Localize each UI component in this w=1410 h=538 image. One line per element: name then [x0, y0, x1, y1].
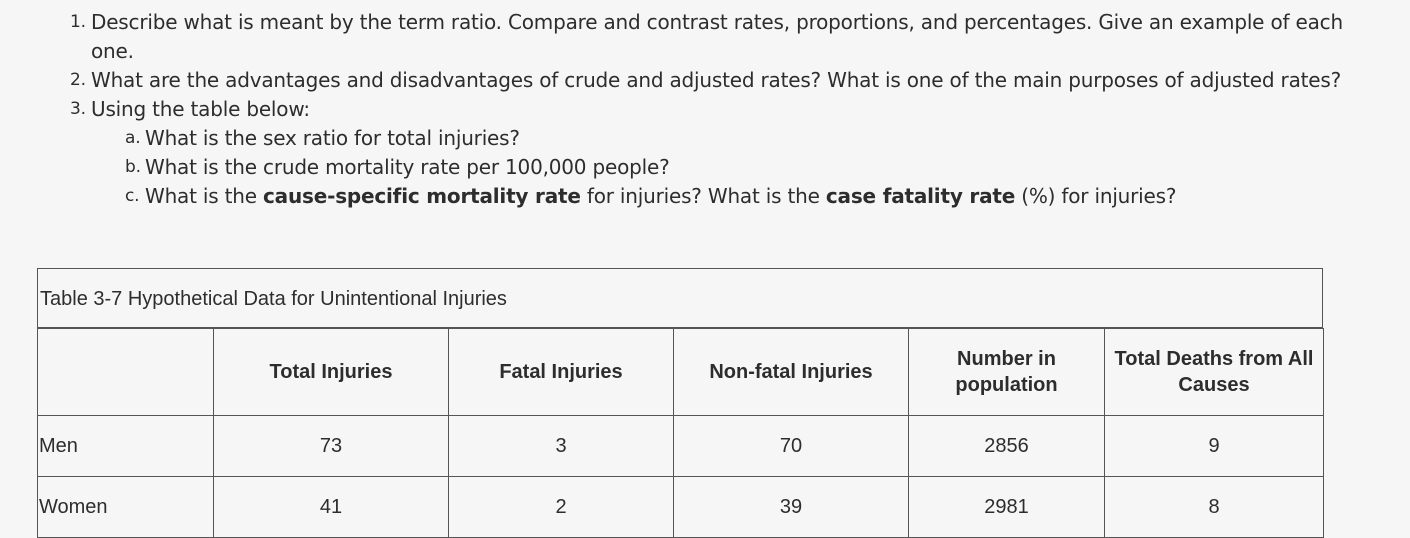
table-cell: 2: [448, 476, 674, 538]
table-cell: 8: [1104, 476, 1324, 538]
table-cell: 41: [213, 476, 449, 538]
question-3: 3. Using the table below:: [0, 95, 1410, 124]
subquestion-a: a. What is the sex ratio for total injur…: [0, 124, 1410, 153]
question-1: 1. Describe what is meant by the term ra…: [0, 8, 1410, 66]
row-label: Men: [37, 415, 214, 477]
subquestion-letter: c.: [125, 186, 140, 206]
subquestion-text: What is the crude mortality rate per 100…: [145, 155, 670, 179]
column-header: Non-fatal Injuries: [673, 328, 909, 416]
question-2: 2. What are the advantages and disadvant…: [0, 66, 1410, 95]
question-list: 1. Describe what is meant by the term ra…: [0, 8, 1410, 211]
subquestion-text: What is the sex ratio for total injuries…: [145, 126, 520, 150]
question-text: Describe what is meant by the term ratio…: [91, 10, 1343, 63]
table-cell: 39: [673, 476, 909, 538]
subquestion-letter: b.: [125, 157, 141, 177]
question-text: What are the advantages and disadvantage…: [91, 68, 1342, 92]
term-cause-specific-mortality-rate: cause-specific mortality rate: [263, 184, 581, 208]
column-header: Fatal Injuries: [448, 328, 674, 416]
subquestion-c: c. What is the cause-specific mortality …: [0, 182, 1410, 211]
table-row: Women 41 2 39 2981 8: [37, 476, 1324, 538]
question-text: Using the table below:: [91, 97, 310, 121]
table-row: Men 73 3 70 2856 9: [37, 415, 1324, 477]
column-header: [37, 328, 214, 416]
injury-table: Total Injuries Fatal Injuries Non-fatal …: [37, 328, 1324, 538]
table-cell: 73: [213, 415, 449, 477]
column-header: Total Injuries: [213, 328, 449, 416]
table-cell: 70: [673, 415, 909, 477]
table-cell: 2856: [908, 415, 1105, 477]
subquestion-text: What is the cause-specific mortality rat…: [145, 184, 1177, 208]
table-caption: Table 3-7 Hypothetical Data for Unintent…: [37, 268, 1323, 328]
question-number: 3.: [70, 99, 86, 119]
row-label: Women: [37, 476, 214, 538]
question-number: 1.: [70, 12, 86, 32]
table-header-row: Total Injuries Fatal Injuries Non-fatal …: [37, 328, 1324, 416]
table-cell: 3: [448, 415, 674, 477]
subquestion-b: b. What is the crude mortality rate per …: [0, 153, 1410, 182]
table-cell: 9: [1104, 415, 1324, 477]
column-header: Total Deaths from All Causes: [1104, 328, 1324, 416]
subquestion-letter: a.: [125, 128, 141, 148]
question-number: 2.: [70, 70, 86, 90]
table-cell: 2981: [908, 476, 1105, 538]
data-table: Table 3-7 Hypothetical Data for Unintent…: [37, 268, 1324, 538]
term-case-fatality-rate: case fatality rate: [825, 184, 1016, 208]
column-header: Number in population: [908, 328, 1105, 416]
